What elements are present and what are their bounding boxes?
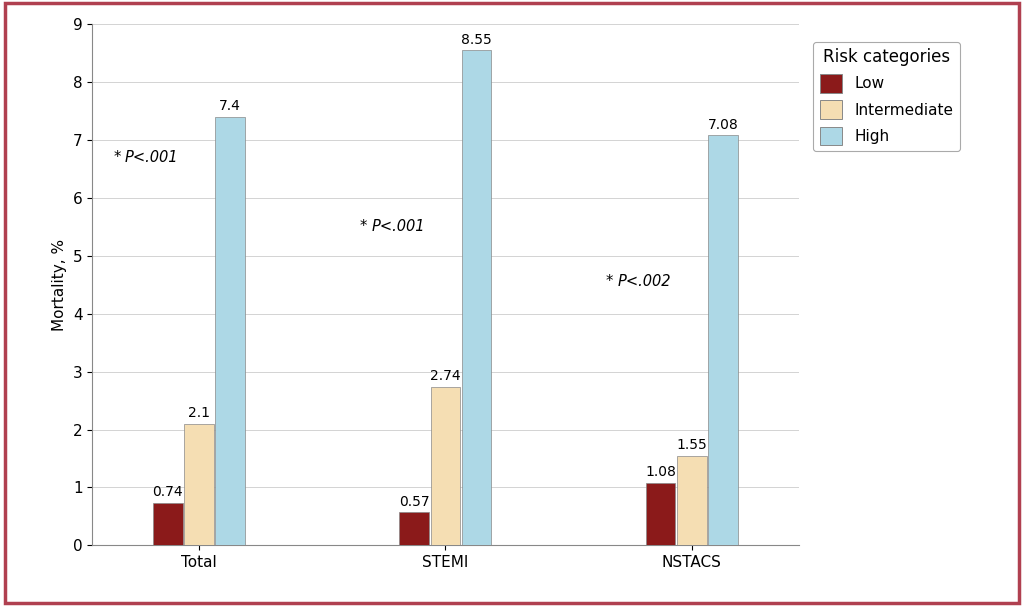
Text: 2.1: 2.1 <box>188 406 210 421</box>
Text: P<.002: P<.002 <box>617 275 672 290</box>
Text: 2.74: 2.74 <box>430 369 461 383</box>
Text: *: * <box>114 150 126 165</box>
Text: 8.55: 8.55 <box>461 33 493 47</box>
Bar <box>462 50 492 545</box>
Bar <box>646 483 676 545</box>
Text: P<.001: P<.001 <box>125 150 178 165</box>
Text: *: * <box>606 275 618 290</box>
Bar <box>215 117 245 545</box>
Bar <box>184 424 214 545</box>
Bar <box>431 387 460 545</box>
Text: 7.4: 7.4 <box>219 99 241 113</box>
Bar <box>677 456 707 545</box>
Text: 1.55: 1.55 <box>677 438 708 452</box>
Text: P<.001: P<.001 <box>372 219 425 235</box>
Text: 7.08: 7.08 <box>708 118 738 132</box>
Text: 1.08: 1.08 <box>645 465 676 479</box>
Text: *: * <box>360 219 372 235</box>
Y-axis label: Mortality, %: Mortality, % <box>52 239 68 331</box>
Text: 0.74: 0.74 <box>153 485 183 499</box>
Bar <box>709 135 738 545</box>
Bar <box>153 502 182 545</box>
Legend: Low, Intermediate, High: Low, Intermediate, High <box>813 42 959 152</box>
Text: 0.57: 0.57 <box>399 495 429 509</box>
Bar <box>399 513 429 545</box>
